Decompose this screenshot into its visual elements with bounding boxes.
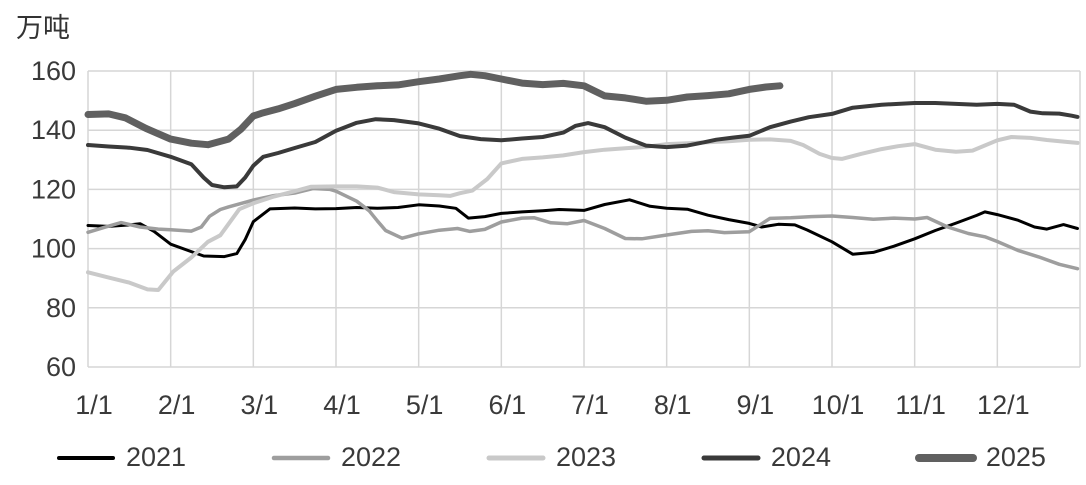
x-tick-label: 8/1 xyxy=(654,390,692,420)
chart-legend: 2021 2022 2023 2024 2025 xyxy=(55,442,1046,473)
legend-item-2025: 2025 xyxy=(914,442,1046,473)
series-line-2025 xyxy=(84,70,784,149)
legend-label: 2021 xyxy=(126,442,187,472)
legend-item-2023: 2023 xyxy=(485,442,616,473)
series-line-2021 xyxy=(86,198,1079,259)
x-tick-label: 9/1 xyxy=(737,390,775,420)
legend-item-2022: 2022 xyxy=(270,442,401,473)
x-tick-label: 4/1 xyxy=(323,390,361,420)
y-tick-label: 60 xyxy=(46,352,76,382)
y-axis-unit-label: 万吨 xyxy=(16,13,70,43)
x-tick-label: 1/1 xyxy=(75,390,113,420)
x-tick-label: 6/1 xyxy=(489,390,527,420)
x-tick-label: 12/1 xyxy=(977,390,1030,420)
y-tick-label: 140 xyxy=(31,115,76,145)
legend-item-2024: 2024 xyxy=(700,442,831,473)
legend-item-2021: 2021 xyxy=(55,442,186,473)
y-tick-label: 160 xyxy=(31,56,76,86)
x-tick-label: 10/1 xyxy=(812,390,865,420)
legend-swatch-2023 xyxy=(486,455,546,460)
legend-swatch-2022 xyxy=(271,455,331,460)
legend-label: 2025 xyxy=(985,442,1046,472)
x-tick-label: 7/1 xyxy=(571,390,609,420)
legend-label: 2022 xyxy=(340,442,402,472)
legend-swatch-2024 xyxy=(701,455,761,460)
x-tick-label: 3/1 xyxy=(241,390,279,420)
legend-label: 2023 xyxy=(555,442,617,472)
series-line-2022 xyxy=(86,186,1080,271)
legend-swatch-2025 xyxy=(914,453,977,462)
legend-label: 2024 xyxy=(770,442,831,472)
series-line-2024 xyxy=(86,101,1080,190)
x-tick-label: 11/1 xyxy=(895,390,946,420)
series-line-2023 xyxy=(86,135,1080,292)
x-tick-label: 5/1 xyxy=(406,390,444,420)
y-tick-label: 80 xyxy=(46,293,76,323)
x-tick-label: 2/1 xyxy=(158,390,196,420)
legend-swatch-2021 xyxy=(57,455,115,460)
y-tick-label: 100 xyxy=(31,234,76,264)
y-tick-label: 120 xyxy=(31,174,76,204)
